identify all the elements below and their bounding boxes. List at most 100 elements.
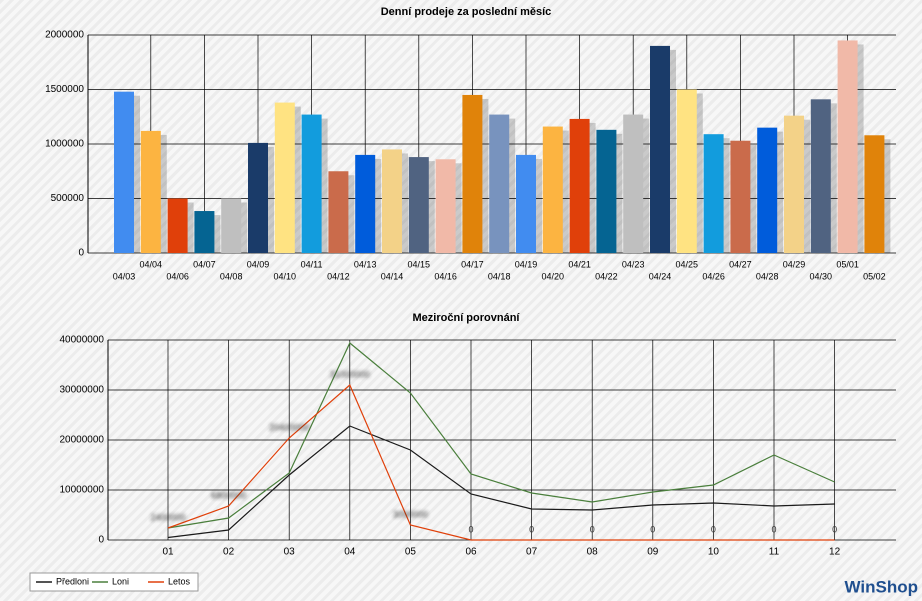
x-tick-label: 10 [708,547,720,558]
logo: WinShop [845,577,919,596]
bar [301,114,322,253]
y-tick-label: 1000000 [45,139,84,150]
x-tick-label: 04/22 [595,271,618,281]
bar [435,159,456,253]
data-label: 0 [529,524,534,534]
data-label: 31000000 [330,369,370,379]
data-label: 0 [468,524,473,534]
y-tick-label: 0 [98,535,104,546]
x-tick-label: 04/21 [568,259,591,269]
bar [676,89,697,253]
y-tick-label: 10000000 [60,485,105,496]
bar [703,134,724,253]
x-tick-label: 04/11 [301,259,323,269]
x-tick-label: 04/20 [542,271,565,281]
x-tick-label: 04/13 [354,259,377,269]
x-tick-label: 04/18 [488,271,511,281]
bar [596,129,617,253]
x-tick-label: 04/03 [113,271,136,281]
data-label: 2400000 [150,512,185,522]
data-label: 0 [590,524,595,534]
bar [328,171,349,253]
x-tick-label: 05/02 [863,271,886,281]
bar [167,198,188,253]
x-tick-label: 04/06 [166,271,189,281]
bar [810,99,831,253]
y-tick-label: 30000000 [60,385,105,396]
line-series [167,384,835,541]
bar [140,130,161,253]
bar [837,40,858,254]
x-tick-label: 04/07 [193,259,216,269]
line-series [167,342,835,529]
bar [221,198,242,253]
x-tick-label: 04/14 [381,271,404,281]
x-tick-label: 09 [647,547,659,558]
bar [650,45,670,254]
bar [569,118,590,254]
x-tick-label: 04/08 [220,271,243,281]
y-tick-label: 2000000 [45,30,84,41]
bar [864,135,885,253]
x-tick-label: 11 [769,547,780,558]
data-label: 0 [711,524,716,534]
y-tick-label: 1500000 [45,84,84,95]
data-label: 6800000 [211,490,246,500]
x-tick-label: 04/16 [434,271,457,281]
bar [274,102,295,253]
x-tick-label: 04/04 [140,259,163,269]
chart-title: Meziroční porovnání [413,312,521,324]
x-tick-label: 04/12 [327,271,350,281]
data-label: 0 [771,524,776,534]
bar [248,142,268,253]
x-tick-label: 02 [223,547,235,558]
y-tick-label: 20000000 [60,435,105,446]
legend-label: Předloni [56,576,89,586]
bar [382,149,402,253]
x-tick-label: 04/26 [702,271,725,281]
data-label: 0 [650,524,655,534]
bar [757,127,778,253]
bar [516,154,536,253]
x-tick-label: 04/17 [461,259,484,269]
x-tick-label: 06 [465,547,477,558]
bar [355,154,376,253]
bar [408,157,429,253]
x-tick-label: 05/01 [836,259,859,269]
x-tick-label: 05 [405,547,417,558]
line-series [167,425,835,539]
x-tick-label: 04/15 [408,259,431,269]
x-tick-label: 08 [587,547,599,558]
bar [730,140,751,253]
x-tick-label: 04/27 [729,259,752,269]
x-tick-label: 04/29 [783,259,806,269]
y-tick-label: 40000000 [60,335,105,346]
bar [462,94,483,253]
bar [194,211,215,253]
legend-label: Letos [168,576,191,586]
bar [542,126,563,253]
legend-box [29,572,199,592]
x-tick-label: 04/25 [676,259,699,269]
bar [489,114,510,253]
x-tick-label: 04/19 [515,259,538,269]
x-tick-label: 04/28 [756,271,779,281]
y-tick-label: 500000 [51,193,85,204]
x-tick-label: 04/10 [274,271,297,281]
data-label: 0 [832,524,837,534]
x-tick-label: 03 [284,547,296,558]
x-tick-label: 04/24 [649,271,672,281]
y-tick-label: 0 [78,248,84,259]
legend-label: Loni [112,576,129,586]
x-tick-label: 12 [829,547,841,558]
x-tick-label: 01 [162,547,174,558]
data-label: 20400000 [269,422,309,432]
bar [784,115,804,253]
chart-title: Denní prodeje za poslední měsíc [381,6,552,18]
x-tick-label: 07 [526,547,538,558]
bar [114,91,134,254]
x-tick-label: 04/23 [622,259,645,269]
bar [623,114,644,253]
